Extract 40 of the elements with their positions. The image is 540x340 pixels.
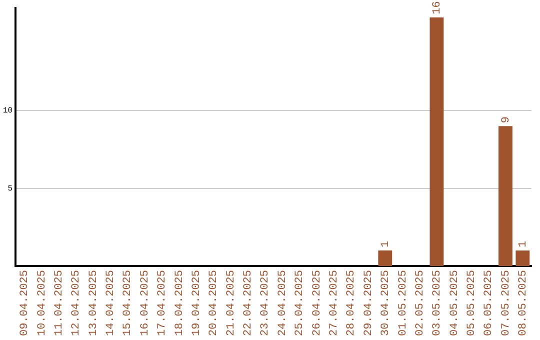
x-tick-label: 26.04.2025: [311, 270, 324, 336]
x-tick-label: 09.04.2025: [19, 270, 32, 336]
x-tick-label: 05.05.2025: [466, 270, 478, 336]
data-label: 1: [380, 240, 392, 248]
x-tick-label: 07.05.2025: [500, 270, 512, 336]
x-tick-label: 13.04.2025: [88, 270, 100, 336]
x-tick-label: 17.04.2025: [156, 270, 169, 336]
y-tick-label: 5: [8, 184, 13, 194]
x-tick-label: 30.04.2025: [380, 270, 392, 336]
bar: [430, 17, 444, 266]
x-tick-label: 11.04.2025: [53, 270, 66, 336]
x-tick-label: 01.05.2025: [397, 270, 410, 336]
bar: [378, 250, 392, 266]
bar: [498, 126, 512, 266]
x-tick-label: 24.04.2025: [276, 270, 289, 336]
x-tick-label: 23.04.2025: [260, 270, 272, 336]
x-tick-label: 12.04.2025: [70, 270, 83, 336]
x-tick-label: 08.05.2025: [518, 270, 530, 336]
x-tick-label: 06.05.2025: [483, 270, 496, 336]
data-label: 9: [500, 116, 512, 124]
y-tick-label: 10: [2, 106, 13, 116]
x-tick-label: 19.04.2025: [190, 270, 203, 336]
x-tick-label: 25.04.2025: [294, 270, 306, 336]
x-tick-label: 10.04.2025: [36, 270, 48, 336]
data-label: 1: [518, 240, 530, 248]
x-tick-label: 02.05.2025: [414, 270, 426, 336]
x-tick-label: 14.04.2025: [105, 270, 118, 336]
x-tick-label: 18.04.2025: [174, 270, 186, 336]
x-tick-label: 03.05.2025: [432, 270, 444, 336]
x-tick-label: 28.04.2025: [346, 270, 358, 336]
x-tick-label: 22.04.2025: [242, 270, 255, 336]
x-tick-label: 04.05.2025: [448, 270, 461, 336]
x-tick-label: 15.04.2025: [122, 270, 134, 336]
x-tick-label: 21.04.2025: [225, 270, 238, 336]
x-tick-label: 29.04.2025: [362, 270, 375, 336]
data-label: 16: [432, 1, 444, 14]
x-tick-label: 16.04.2025: [139, 270, 152, 336]
bar: [516, 250, 530, 266]
x-tick-label: 20.04.2025: [208, 270, 220, 336]
x-tick-label: 27.04.2025: [328, 270, 340, 336]
